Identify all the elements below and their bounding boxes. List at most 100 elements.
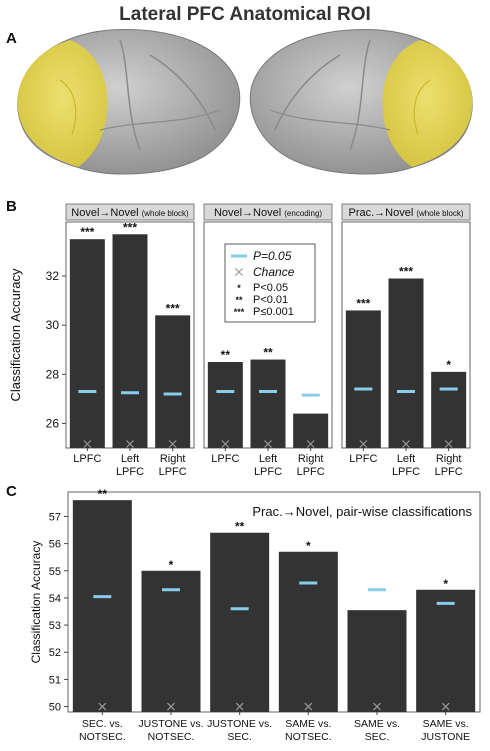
facet-header <box>65 203 195 221</box>
legend-sig-label: P<0.01 <box>253 294 288 306</box>
panel-b-ytick-label: 32 <box>46 269 60 283</box>
legend-sig-label: P≤0.001 <box>253 306 294 318</box>
chance-mark <box>168 440 177 448</box>
panel-c-ytick-label: 52 <box>49 647 61 659</box>
legend-sig-label: P<0.05 <box>253 282 288 294</box>
chance-mark <box>264 440 272 448</box>
panel-c-ylabel: Classification Accuracy <box>29 541 43 664</box>
figure-title: Lateral PFC Anatomical ROI <box>119 4 371 25</box>
significance-label: * <box>306 539 311 553</box>
significance-label: * <box>169 558 174 572</box>
panel-b-ytick-label: 30 <box>46 318 60 332</box>
bar <box>347 610 407 712</box>
panel-b-xtick-label: LPFC <box>392 466 420 478</box>
bar <box>210 532 270 712</box>
panel-b-xtick-label: Left <box>259 453 277 465</box>
panel-c-ytick-label: 51 <box>49 674 61 686</box>
panel-c-xtick-label: SAME vs. <box>285 718 331 730</box>
bar <box>388 278 424 448</box>
chance-mark <box>126 440 134 448</box>
bar <box>345 310 381 448</box>
panel-label-c: C <box>6 483 17 500</box>
legend-threshold-label: P=0.05 <box>253 249 292 263</box>
panel-c-ytick-label: 55 <box>49 566 61 578</box>
bar <box>112 234 148 448</box>
panel-c-xtick-label: NOTSEC. <box>79 731 126 743</box>
legend-chance-swatch <box>235 268 243 276</box>
bar <box>278 551 338 712</box>
chance-mark <box>306 440 315 448</box>
brain-illustrations <box>17 28 473 175</box>
panel-c-xtick-label: JUSTONE vs. <box>138 718 203 730</box>
legend-sig-symbol: *** <box>234 307 245 317</box>
significance-label: *** <box>166 301 180 315</box>
legend-sig-symbol: ** <box>235 295 243 305</box>
significance-label: ** <box>263 346 273 360</box>
chance-mark <box>83 440 92 448</box>
panel-b-ylabel: Classification Accuracy <box>8 268 23 401</box>
legend-chance-label: Chance <box>253 265 295 279</box>
panel-c-xtick-label: SEC. <box>365 731 390 743</box>
chance-mark <box>441 702 450 711</box>
panel-c-title: Prac.→Novel, pair-wise classifications <box>252 504 472 519</box>
panel-c-xtick-label: SAME vs. <box>354 718 400 730</box>
panel-c-frame <box>67 491 481 713</box>
facet-title: Novel→Novel (encoding) <box>214 207 322 219</box>
panel-b-facet: Novel→Novel (whole block)*** ****** <box>65 203 195 449</box>
chance-mark <box>444 440 453 448</box>
chance-mark <box>221 440 230 448</box>
significance-label: * <box>443 577 448 591</box>
panel-c-xtick-label: SEC. <box>227 731 252 743</box>
panel-b-facet: Prac.→Novel (whole block)******* <box>341 203 471 449</box>
panel-c-xtick-label: NOTSEC. <box>148 731 195 743</box>
legend-sig-symbol: * <box>237 283 241 293</box>
panel-b-xtick-label: LPFC <box>211 453 239 465</box>
panel-b-legend: P=0.05 Chance * P<0.05 ** P<0.01 *** P≤0.001 <box>224 243 316 323</box>
facet-title: Prac.→Novel (whole block) <box>349 207 464 219</box>
significance-label: *** <box>399 265 413 279</box>
panel-c-ytick-label: 50 <box>49 702 61 714</box>
panel-c-ytick-label: 56 <box>49 539 61 551</box>
right-lpfc-roi <box>382 40 473 167</box>
panel-c-xtick-label: JUSTONE vs. <box>207 718 272 730</box>
panel-b-xtick-label: LPFC <box>349 453 377 465</box>
chance-mark <box>373 702 381 711</box>
panel-b-ytick-label: 28 <box>46 367 60 381</box>
panel-b-xtick-label: LPFC <box>435 466 463 478</box>
chance-mark <box>167 702 175 711</box>
right-hemisphere-image <box>249 28 473 175</box>
panel-b-xtick-label: LPFC <box>297 466 325 478</box>
bar <box>69 239 105 448</box>
left-hemisphere-image <box>17 28 241 175</box>
chance-mark <box>235 702 244 711</box>
bar <box>431 371 467 448</box>
bar <box>416 589 476 712</box>
facet-header <box>203 203 333 221</box>
significance-label: ** <box>235 520 245 534</box>
significance-label: ** <box>98 487 108 501</box>
panel-c-xtick-label: JUSTONE <box>421 731 470 743</box>
panel-c-xtick-label: NOTSEC. <box>285 731 332 743</box>
panel-b-xtick-label: Right <box>298 453 324 465</box>
significance-label: ** <box>221 348 231 362</box>
significance-label: *** <box>80 225 94 239</box>
panel-c-xtick-label: SEC. vs. <box>82 718 123 730</box>
bar <box>250 359 286 448</box>
bar <box>155 315 191 448</box>
panel-b-xtick-label: Right <box>436 453 462 465</box>
bar <box>293 413 329 448</box>
panel-b-xtick-label: Right <box>160 453 186 465</box>
panel-b-xtick-label: LPFC <box>73 453 101 465</box>
panel-c-ytick-label: 57 <box>49 511 61 523</box>
panel-c-xtick-label: SAME vs. <box>423 718 469 730</box>
panel-b-xtick-label: LPFC <box>116 466 144 478</box>
chance-mark <box>304 702 313 711</box>
panel-b-xtick-label: Left <box>397 453 415 465</box>
facet-title: Novel→Novel (whole block) <box>71 207 189 219</box>
bar <box>141 570 201 712</box>
significance-label: * <box>446 358 451 372</box>
chance-mark <box>98 702 107 711</box>
significance-label: *** <box>356 296 370 310</box>
